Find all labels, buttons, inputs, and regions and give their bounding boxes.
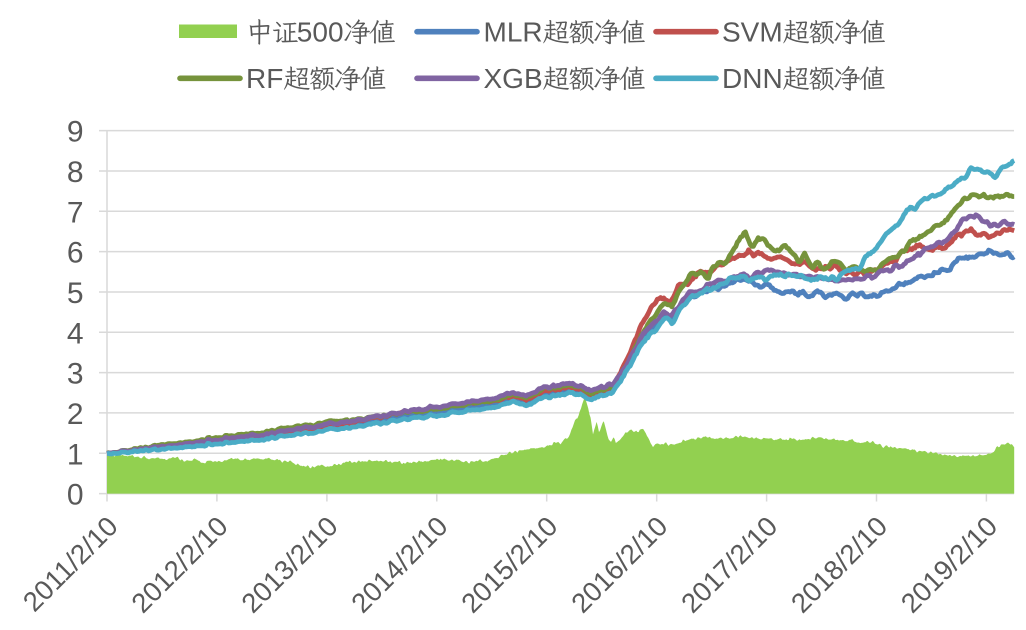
svg-text:5: 5: [67, 277, 84, 310]
svg-text:XGB: XGB: [484, 63, 543, 94]
svg-text:RF: RF: [246, 63, 283, 94]
svg-text:8: 8: [67, 156, 84, 189]
svg-text:2: 2: [67, 398, 84, 431]
svg-text:MLR: MLR: [484, 17, 543, 48]
svg-text:500: 500: [297, 17, 344, 48]
svg-text:1: 1: [67, 438, 84, 471]
svg-text:7: 7: [67, 196, 84, 229]
svg-text:9: 9: [67, 116, 84, 149]
svg-text:DNN: DNN: [722, 63, 783, 94]
svg-text:0: 0: [67, 479, 84, 512]
svg-text:6: 6: [67, 237, 84, 270]
svg-text:3: 3: [67, 358, 84, 391]
svg-text:4: 4: [67, 317, 84, 350]
svg-text:SVM: SVM: [722, 17, 783, 48]
